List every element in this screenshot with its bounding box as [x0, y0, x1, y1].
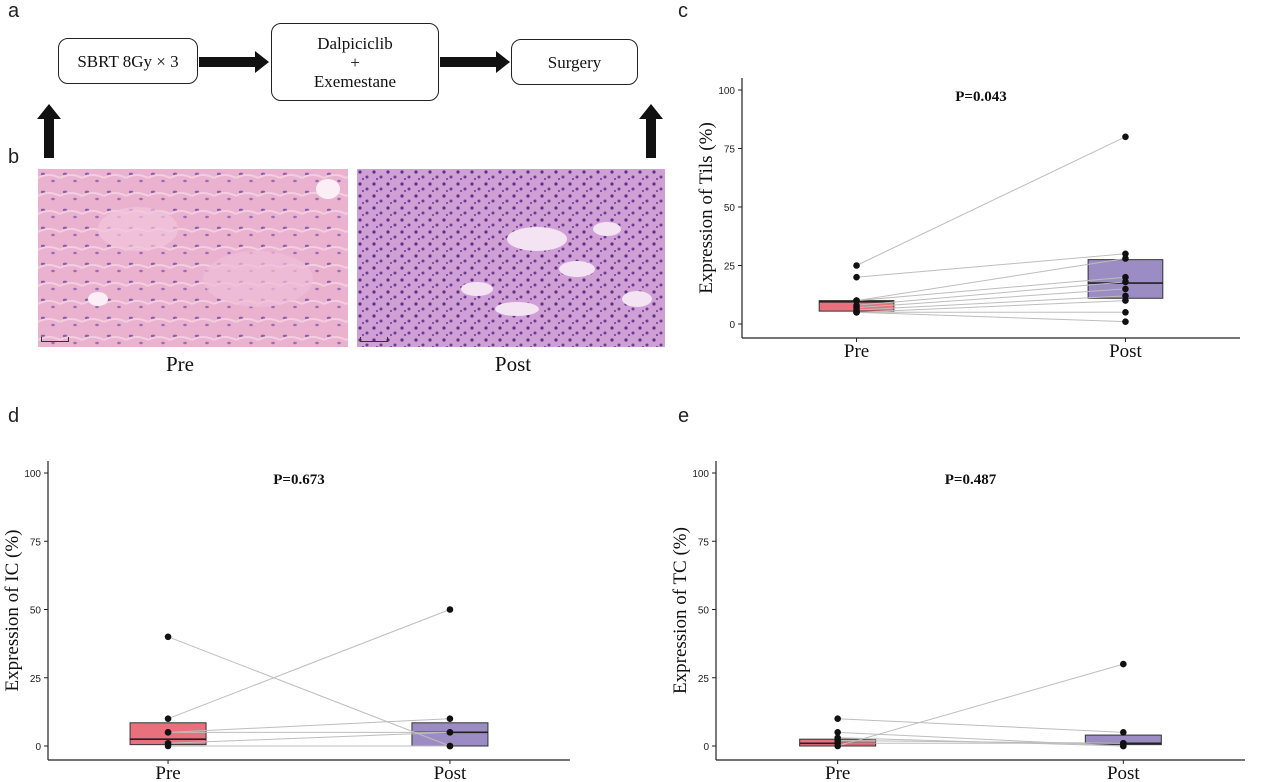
- flow-box-drugs: Dalpiciclib + Exemestane: [271, 23, 439, 101]
- flow-arrow-2: [440, 51, 510, 73]
- data-point-pre: [164, 715, 172, 722]
- paired-line: [856, 300, 1126, 313]
- data-point-pre: [834, 729, 841, 736]
- scale-bar-post: [360, 337, 388, 342]
- paired-line: [856, 276, 1126, 302]
- data-point-post: [1122, 285, 1129, 293]
- data-point-pre: [164, 742, 172, 750]
- panel-label-a: a: [8, 0, 20, 22]
- data-point-post: [1120, 739, 1127, 747]
- y-tick-label: 25: [698, 674, 710, 685]
- panel-label-d: d: [8, 405, 20, 427]
- data-point-pre: [853, 273, 860, 281]
- y-tick-label: 100: [692, 469, 709, 480]
- paired-line: [837, 718, 1124, 733]
- data-point-pre: [853, 262, 860, 269]
- y-axis-label: Expression of TC (%): [670, 527, 691, 694]
- y-tick-label: 100: [718, 86, 735, 97]
- data-point-post: [1122, 133, 1129, 141]
- flow-box-drugs-line1: Dalpiciclib: [317, 33, 393, 53]
- y-tick-label: 25: [30, 674, 42, 685]
- paired-line: [168, 731, 450, 744]
- flow-box-surgery: Surgery: [511, 39, 638, 85]
- data-point-pre: [834, 715, 841, 722]
- data-point-post: [1120, 729, 1127, 736]
- p-value-annotation: P=0.673: [273, 472, 324, 488]
- up-arrow-right: [639, 104, 663, 158]
- y-tick-label: 75: [30, 537, 42, 548]
- y-axis-label: Expression of IC (%): [2, 530, 23, 692]
- data-point-post: [1122, 309, 1129, 316]
- panel-label-b: b: [8, 146, 20, 168]
- data-point-pre: [834, 742, 841, 750]
- paired-line: [856, 253, 1126, 278]
- x-tick-label: Post: [1107, 763, 1140, 782]
- paired-line: [167, 636, 451, 747]
- up-arrow-left: [37, 104, 61, 158]
- y-tick-label: 50: [724, 203, 736, 214]
- x-tick-label: Post: [1109, 341, 1142, 362]
- histology-texture-pre: [38, 169, 348, 347]
- data-point-pre: [164, 729, 172, 736]
- data-point-post: [1122, 297, 1129, 304]
- flow-box-sbrt-label: SBRT 8Gy × 3: [77, 51, 179, 71]
- data-point-post: [1122, 278, 1129, 286]
- panel-label-c: c: [678, 0, 688, 22]
- paired-line: [856, 136, 1126, 266]
- data-point-post: [446, 715, 454, 722]
- data-point-post: [446, 606, 454, 613]
- paired-line: [856, 257, 1126, 302]
- scale-bar-pre: [41, 337, 69, 342]
- data-point-post: [446, 742, 454, 750]
- y-tick-label: 0: [729, 320, 735, 331]
- paired-line: [856, 288, 1126, 309]
- flow-box-sbrt: SBRT 8Gy × 3: [58, 38, 198, 84]
- x-tick-label: Pre: [155, 763, 180, 782]
- flow-box-surgery-label: Surgery: [547, 52, 602, 72]
- chart-ic: 0 25 50 75 100 Expression of IC (%) P=0.673 Pre…: [2, 461, 570, 782]
- y-axis-label: Expression of Tils (%): [696, 122, 717, 294]
- histology-texture-post: [357, 169, 665, 347]
- x-tick-label: Post: [434, 763, 467, 782]
- y-tick-label: 75: [724, 145, 736, 156]
- x-tick-label: Pre: [844, 341, 869, 362]
- paired-line: [856, 295, 1126, 311]
- paired-line: [837, 663, 1124, 747]
- data-point-post: [1122, 255, 1129, 262]
- histology-image-pre: [38, 169, 348, 347]
- panel-label-e: e: [678, 405, 690, 427]
- data-point-post: [1122, 273, 1129, 281]
- histology-label-post: Post: [494, 352, 532, 376]
- p-value-annotation: P=0.487: [945, 472, 997, 488]
- y-tick-label: 0: [703, 742, 709, 753]
- data-point-post: [1122, 292, 1129, 300]
- data-point-post: [1122, 318, 1129, 325]
- histology-label-pre: Pre: [166, 352, 194, 376]
- y-tick-label: 75: [698, 537, 710, 548]
- paired-line: [168, 718, 450, 733]
- flow-box-drugs-line2: +: [350, 52, 360, 72]
- flow-box-drugs-line3: Exemestane: [313, 71, 397, 91]
- flow-arrow-1: [199, 51, 269, 73]
- paired-line: [856, 281, 1126, 306]
- y-tick-label: 0: [35, 742, 41, 753]
- y-tick-label: 50: [30, 606, 42, 617]
- data-point-post: [446, 729, 454, 736]
- y-tick-label: 25: [724, 262, 736, 273]
- y-tick-label: 50: [698, 606, 710, 617]
- data-point-pre: [853, 309, 860, 316]
- data-point-post: [1122, 250, 1129, 258]
- x-tick-label: Pre: [825, 763, 850, 782]
- paired-line: [167, 609, 451, 720]
- data-point-pre: [164, 633, 172, 641]
- chart-tc: 0 25 50 75 100 Expression of TC (%) P=0.487 Pre…: [670, 461, 1245, 782]
- paired-line: [856, 311, 1126, 323]
- data-point-post: [1120, 660, 1127, 668]
- data-point-pre: [853, 297, 860, 304]
- y-tick-label: 100: [24, 469, 41, 480]
- histology-image-post: [357, 169, 665, 347]
- chart-tils: 0 25 50 75 100 Expression of Tils (%) P=0.043 P…: [696, 78, 1240, 362]
- p-value-annotation: P=0.043: [955, 89, 1006, 105]
